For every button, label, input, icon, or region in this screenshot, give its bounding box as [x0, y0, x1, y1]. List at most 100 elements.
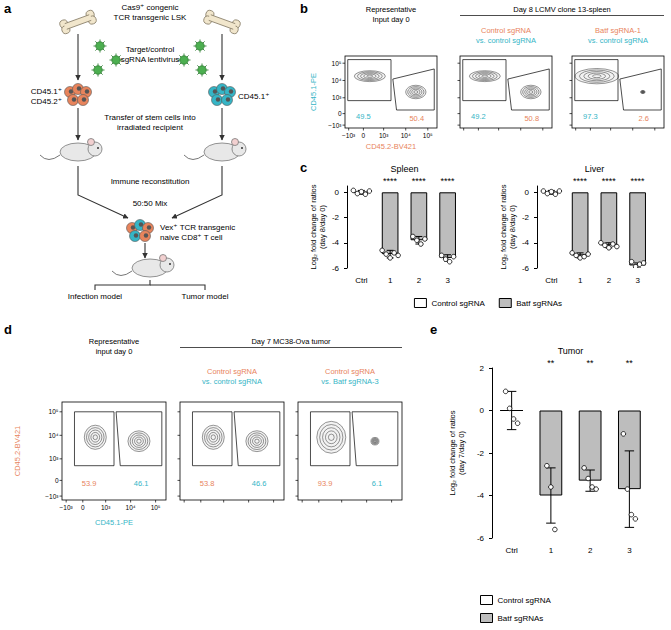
svg-text:2: 2: [417, 276, 422, 285]
svg-text:Control sgRNA: Control sgRNA: [481, 26, 531, 35]
svg-text:****: ****: [631, 176, 646, 186]
svg-text:-4: -4: [332, 238, 340, 247]
svg-text:Day 8 LCMV clone 13-spleen: Day 8 LCMV clone 13-spleen: [513, 5, 611, 14]
svg-text:10³: 10³: [101, 504, 111, 511]
svg-text:****: ****: [412, 176, 427, 186]
svg-text:Log₂ fold change of ratios: Log₂ fold change of ratios: [448, 410, 457, 495]
svg-text:c: c: [300, 160, 307, 175]
svg-text:-2: -2: [522, 213, 530, 222]
svg-text:Batf sgRNA-1: Batf sgRNA-1: [595, 26, 641, 35]
svg-text:10⁴: 10⁴: [126, 504, 136, 511]
svg-text:(day 7/day 0): (day 7/day 0): [457, 431, 466, 475]
svg-text:**: **: [547, 358, 555, 368]
svg-text:Liver: Liver: [585, 164, 605, 174]
svg-text:46.1: 46.1: [134, 479, 149, 488]
svg-text:10⁴: 10⁴: [401, 132, 411, 139]
svg-text:**: **: [626, 358, 634, 368]
svg-text:vs. Batf sgRNA-3: vs. Batf sgRNA-3: [321, 377, 379, 386]
svg-text:50.4: 50.4: [409, 114, 424, 123]
svg-text:****: ****: [573, 176, 588, 186]
svg-text:10⁵: 10⁵: [49, 408, 59, 415]
svg-text:10³: 10³: [379, 132, 389, 139]
svg-text:Control sgRNA: Control sgRNA: [325, 367, 375, 376]
svg-text:e: e: [430, 322, 437, 337]
svg-text:-6: -6: [522, 264, 530, 273]
svg-text:50.8: 50.8: [524, 114, 539, 123]
svg-text:6.1: 6.1: [372, 479, 382, 488]
svg-text:0: 0: [55, 477, 59, 484]
svg-text:Cas9⁺ congenic: Cas9⁺ congenic: [121, 3, 178, 12]
svg-text:CD45.1⁺: CD45.1⁺: [238, 92, 269, 101]
svg-text:0: 0: [335, 188, 340, 197]
svg-text:10³: 10³: [49, 455, 59, 462]
svg-text:2: 2: [607, 276, 612, 285]
svg-text:53.9: 53.9: [82, 479, 97, 488]
svg-text:CD45.1⁺: CD45.1⁺: [31, 87, 62, 96]
svg-text:Target/control: Target/control: [126, 45, 175, 54]
svg-text:10³: 10³: [332, 94, 342, 101]
svg-text:Tumor model: Tumor model: [182, 292, 229, 301]
svg-text:**: **: [587, 358, 595, 368]
svg-text:3: 3: [627, 546, 632, 555]
svg-text:Log₂ fold change of ratios: Log₂ fold change of ratios: [309, 184, 318, 269]
svg-text:CD45.1-PE: CD45.1-PE: [95, 518, 133, 527]
svg-text:Control sgRNA: Control sgRNA: [207, 367, 257, 376]
svg-text:(day 8/day 0): (day 8/day 0): [318, 205, 327, 249]
svg-text:Representative: Representative: [366, 5, 416, 14]
svg-text:Control sgRNA: Control sgRNA: [431, 299, 485, 308]
svg-text:vs. control sgRNA: vs. control sgRNA: [202, 377, 262, 386]
svg-text:b: b: [300, 1, 308, 16]
svg-text:−10³: −10³: [45, 493, 59, 500]
svg-text:3: 3: [445, 276, 450, 285]
svg-text:49.2: 49.2: [471, 112, 486, 121]
svg-text:****: ****: [441, 176, 456, 186]
svg-text:49.5: 49.5: [356, 112, 371, 121]
svg-text:Day 7 MC38-Ova tumor: Day 7 MC38-Ova tumor: [251, 337, 331, 346]
svg-text:Tumor: Tumor: [558, 346, 584, 356]
svg-text:1: 1: [388, 276, 393, 285]
svg-text:Batf sgRNAs: Batf sgRNAs: [516, 299, 562, 308]
svg-text:10⁵: 10⁵: [423, 132, 433, 139]
svg-text:-4: -4: [522, 238, 530, 247]
svg-text:(day 8/day 0): (day 8/day 0): [508, 205, 517, 249]
svg-text:TCR transgenic LSK: TCR transgenic LSK: [114, 13, 188, 22]
svg-text:-2: -2: [477, 449, 485, 458]
svg-text:input day 0: input day 0: [96, 347, 133, 356]
svg-text:0: 0: [81, 504, 85, 511]
svg-text:-2: -2: [332, 213, 340, 222]
svg-text:CD45.1-PE: CD45.1-PE: [309, 73, 318, 111]
svg-text:Input day 0: Input day 0: [372, 15, 409, 24]
svg-text:Infection model: Infection model: [68, 292, 122, 301]
svg-text:−10³: −10³: [60, 504, 74, 511]
svg-text:Ctrl: Ctrl: [355, 276, 368, 285]
svg-text:Representative: Representative: [89, 337, 139, 346]
svg-text:50:50 Mix: 50:50 Mix: [133, 199, 168, 208]
svg-text:0: 0: [480, 406, 485, 415]
svg-text:46.6: 46.6: [252, 479, 267, 488]
svg-text:93.9: 93.9: [318, 479, 333, 488]
svg-text:0: 0: [362, 132, 366, 139]
svg-text:10⁴: 10⁴: [48, 432, 58, 439]
svg-text:CD45.2-BV421: CD45.2-BV421: [13, 426, 22, 476]
svg-text:Batf sgRNAs: Batf sgRNAs: [498, 614, 544, 623]
svg-text:a: a: [4, 1, 12, 16]
svg-text:****: ****: [383, 176, 398, 186]
svg-text:2: 2: [480, 364, 485, 373]
svg-text:-4: -4: [477, 491, 485, 500]
svg-text:10⁴: 10⁴: [331, 77, 341, 84]
svg-text:sgRNA lentivirus: sgRNA lentivirus: [121, 55, 180, 64]
svg-text:53.8: 53.8: [200, 479, 215, 488]
svg-text:2.6: 2.6: [639, 114, 649, 123]
svg-text:Control sgRNA: Control sgRNA: [498, 596, 552, 605]
svg-text:−10³: −10³: [328, 122, 342, 129]
svg-text:Ctrl: Ctrl: [545, 276, 558, 285]
svg-text:10⁵: 10⁵: [332, 60, 342, 67]
svg-text:irradiated recipient: irradiated recipient: [117, 123, 184, 132]
svg-text:****: ****: [602, 176, 617, 186]
svg-text:3: 3: [635, 276, 640, 285]
svg-text:−10³: −10³: [342, 132, 356, 139]
svg-text:0: 0: [525, 188, 530, 197]
svg-text:Transfer of stem cells into: Transfer of stem cells into: [104, 113, 196, 122]
svg-text:Vex⁺ TCR transgenic: Vex⁺ TCR transgenic: [160, 223, 235, 232]
svg-text:Spleen: Spleen: [390, 164, 418, 174]
